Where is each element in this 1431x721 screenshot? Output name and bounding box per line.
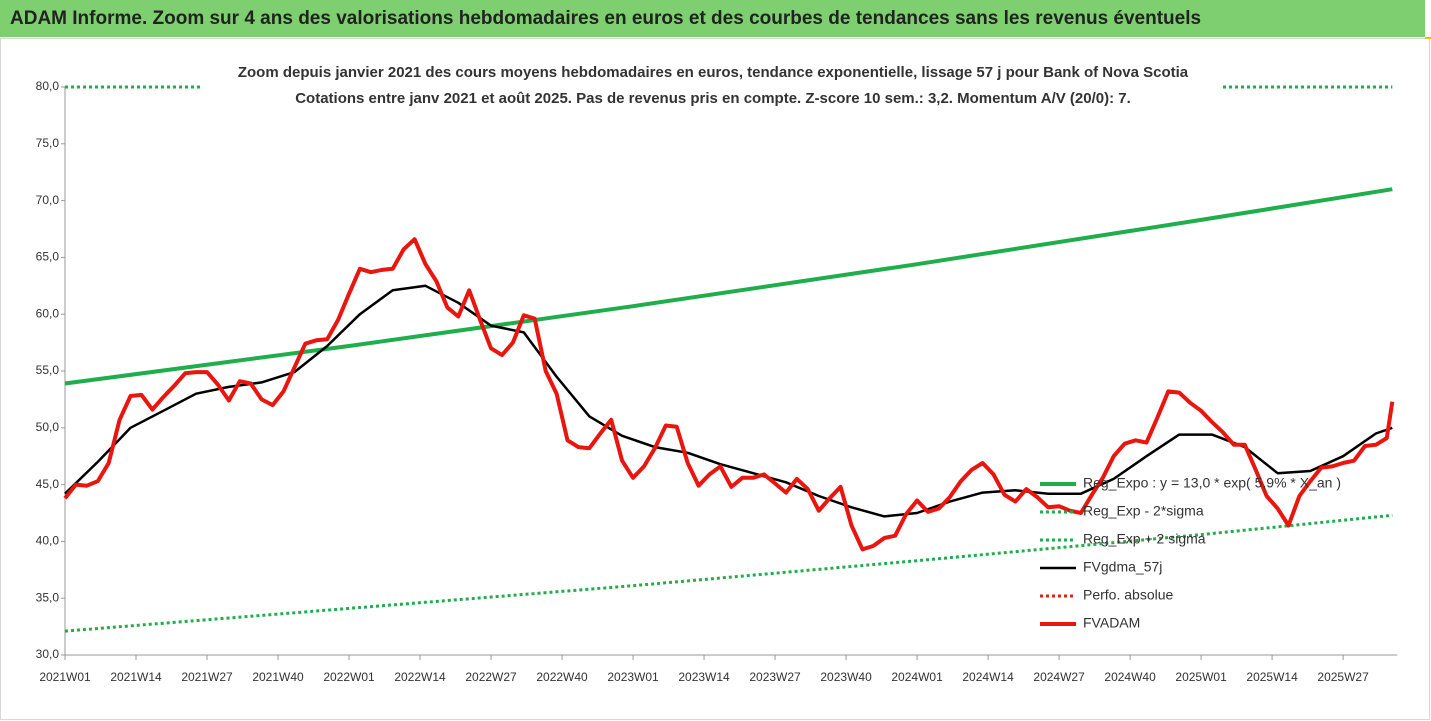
y-tick-label: 45,0 [36,477,60,491]
series-line [64,513,1393,633]
legend-label: Perfo. absolue [1083,587,1173,603]
x-tick-label: 2025W27 [1317,670,1369,684]
legend-label: Reg_Exp + 2 sigma [1083,531,1206,547]
y-tick-label: 70,0 [36,193,60,207]
y-tick-label: 40,0 [36,534,60,548]
subtitle: Cotations entre janv 2021 et août 2025. … [295,90,1131,107]
x-tick-label: 2023W27 [749,670,801,684]
x-tick-label: 2023W14 [678,670,730,684]
subtitle: Zoom depuis janvier 2021 des cours moyen… [238,64,1189,81]
y-tick-label: 65,0 [36,250,60,264]
frame [0,38,1430,720]
x-tick-label: 2023W40 [820,670,872,684]
legend-label: Reg_Expo : y = 13,0 * exp( 5,9% * X_an ) [1083,475,1341,491]
y-tick-label: 60,0 [36,306,60,320]
banner-title: ADAM Informe. Zoom sur 4 ans des valoris… [10,8,1201,29]
x-tick-label: 2025W14 [1246,670,1298,684]
subtitle-box [200,58,1220,110]
banner [0,0,1425,37]
y-tick-label: 75,0 [36,136,60,150]
y-tick-label: 80,0 [36,79,60,93]
series-line [64,284,1393,518]
x-tick-label: 2023W01 [607,670,659,684]
legend-label: Reg_Exp - 2*sigma [1083,503,1204,519]
x-tick-label: 2024W01 [891,670,943,684]
x-tick-label: 2021W40 [252,670,304,684]
x-tick-label: 2024W27 [1033,670,1085,684]
x-tick-label: 2025W01 [1175,670,1227,684]
x-tick-label: 2022W27 [465,670,517,684]
legend-label: FVgdma_57j [1083,559,1162,575]
y-tick-label: 50,0 [36,420,60,434]
y-tick-label: 30,0 [36,647,60,661]
y-tick-label: 55,0 [36,363,60,377]
x-tick-label: 2021W27 [181,670,233,684]
x-tick-label: 2024W40 [1104,670,1156,684]
x-tick-label: 2021W14 [110,670,162,684]
x-tick-label: 2021W01 [39,670,91,684]
series-line [63,237,1395,552]
y-tick-label: 35,0 [36,590,60,604]
legend-label: FVADAM [1083,615,1140,631]
x-tick-label: 2022W40 [536,670,588,684]
x-tick-label: 2024W14 [962,670,1014,684]
x-tick-label: 2022W14 [394,670,446,684]
x-tick-label: 2022W01 [323,670,375,684]
